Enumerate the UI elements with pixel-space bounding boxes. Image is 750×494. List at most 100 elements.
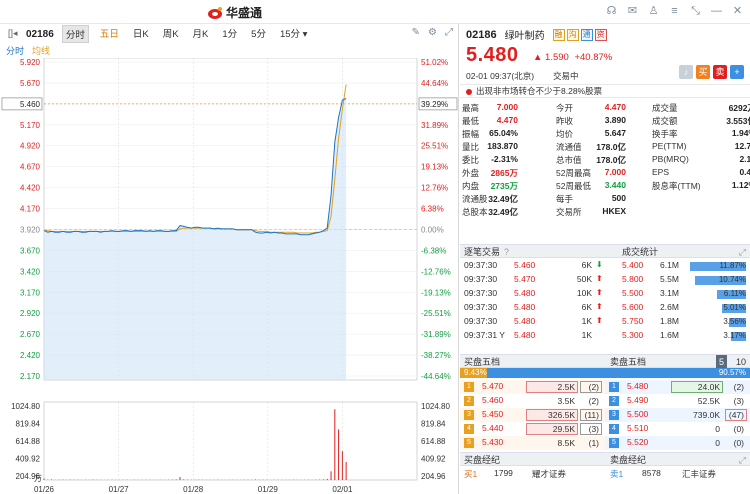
ask-count: (2) [733,382,744,392]
bid-count: (1) [588,438,599,448]
tick-volume: 1K [581,330,592,340]
notice-bar[interactable]: 出现非市场转仓不少于8.28%股票 [460,84,750,98]
tab-period-1[interactable]: 五日 [99,29,119,40]
ask-row[interactable]: 5 5.520 0 (0) [605,436,750,450]
tab-period-4[interactable]: 月K [192,29,209,40]
stat-value: 12.70 [734,141,750,151]
add-watchlist-button[interactable]: + [730,65,744,79]
bid-row[interactable]: 2 5.460 3.5K (2) [460,394,605,408]
stat-pct-bar [690,262,746,271]
broker-ask-name[interactable]: 汇丰证券 [682,469,717,479]
ask-level: 5 [609,438,619,448]
tab-period-3[interactable]: 周K [162,29,179,40]
intraday-chart[interactable]: 5.920 51.02% 5.670 44.64% 5.460 39.29% 5.170 31… [0,58,459,494]
ask-price: 5.480 [627,381,649,391]
minimize-icon[interactable]: — [711,5,722,17]
level-10-toggle[interactable]: 10 [736,357,747,367]
ask-row[interactable]: 4 5.510 0 (0) [605,422,750,436]
ask-price: 5.500 [627,409,649,419]
tab-period-5[interactable]: 1分 [222,29,238,40]
stat-price: 5.800 [622,274,644,284]
price-tick-label: 4.920 [20,142,41,151]
expand-icon[interactable]: ⤢ [445,27,453,38]
bid-row[interactable]: 4 5.440 29.5K (3) [460,422,605,436]
bid-row[interactable]: 5 5.430 8.5K (1) [460,436,605,450]
tab-period-7[interactable]: 15分 ▾ [279,29,308,40]
expand-icon[interactable]: ⤢ [738,455,746,465]
stock-tag-1[interactable]: 沟 [566,28,579,41]
sell-button[interactable]: 卖 [713,65,727,79]
stock-tag-2[interactable]: 通 [580,28,593,41]
stat-label: 量比 [462,142,480,152]
stat-label: 总市值 [556,155,582,165]
stat-price: 5.300 [622,330,644,340]
bid-row[interactable]: 1 5.470 2.5K (2) [460,380,605,394]
shirt-icon[interactable]: ♙ [648,5,659,17]
bid-price: 5.450 [482,409,504,419]
stat-pct-bar [695,276,746,285]
volume-area-frame [43,401,418,481]
bid-price: 5.460 [482,395,504,405]
stock-tag-3[interactable]: 资 [594,28,607,41]
tab-period-0[interactable]: 分时 [61,25,89,43]
level-5-toggle[interactable]: 5 [716,355,728,369]
bid-ratio-bar [460,368,488,378]
pencil-icon[interactable]: ✎ [411,27,421,38]
settings-icon[interactable]: ⚙ [428,27,437,38]
bid-level: 3 [464,410,474,420]
broker-ask-title: 卖盘经纪 [610,455,647,465]
stock-tag-0[interactable]: 融 [552,28,565,41]
ask-row[interactable]: 3 5.500 739.0K (47) [605,408,750,422]
stat-label: 成交量 [652,103,678,113]
date-tick-label: 01/27 [109,485,130,494]
change-pct: +40.87% [574,52,613,63]
shrink-icon[interactable]: ⤡ [691,5,700,17]
stat-pct: 11.87% [719,261,746,270]
tick-price: 5.480 [514,288,536,298]
ask-row[interactable]: 2 5.490 52.5K (3) [605,394,750,408]
close-icon[interactable]: ✕ [732,5,743,17]
tab-period-6[interactable]: 5分 [251,29,266,40]
price-tick-label: 3.170 [20,288,41,297]
menu-icon[interactable]: ≡ [671,5,678,17]
ask-row[interactable]: 1 5.480 24.0K (2) [605,380,750,394]
ask-price: 5.510 [627,423,649,433]
stat-label: 昨收 [556,116,574,126]
ask-count: (0) [733,438,744,448]
stat-value: 1.12% [731,180,750,190]
bell-icon[interactable]: ♪ [679,65,693,79]
header-buttons: ♪ 买 卖 + [679,65,744,79]
tab-period-2[interactable]: 日K [132,29,149,40]
broker-bid-name[interactable]: 耀才证券 [532,469,567,479]
volume-bar [254,479,256,480]
collapse-icon[interactable]: []◂ [8,28,18,38]
bid-count: (2) [588,396,599,406]
change-value: 1.590 [545,52,569,63]
buy-button[interactable]: 买 [696,65,710,79]
price-tick-label: 3.420 [20,267,41,276]
tick-price: 5.480 [514,330,536,340]
bid-row[interactable]: 3 5.450 326.5K (11) [460,408,605,422]
tick-volume: 6K [581,260,592,270]
broker-bid-id: 1799 [494,468,513,478]
stat-pct-bar [717,290,746,299]
brand-logo-icon [208,6,222,19]
help-icon[interactable]: ? [504,247,510,257]
tick-row: 09:37:30 5.480 10K ⬆ 5.500 3.1M 6.11% [460,288,750,302]
volume-bar [330,471,332,480]
ask-price: 5.490 [627,395,649,405]
tick-title: 逐笔交易 [464,247,501,257]
volume-bar [341,451,343,480]
trade-status: 交易中 [553,71,579,81]
brand-name: 华盛通 [226,6,263,20]
app-logo: 华盛通 [207,4,262,21]
ask-level: 1 [609,382,619,392]
expand-icon[interactable]: ⤢ [738,247,746,257]
broker-ask-id: 8578 [642,468,661,478]
stat-pct: 5.01% [723,303,746,312]
price-cursor-box [1,97,43,111]
price-tick-label: 4.170 [20,205,41,214]
price-tick-label: 3.670 [20,246,41,255]
headset-icon[interactable]: ☊ [606,5,617,17]
mail-icon[interactable]: ✉ [627,5,638,17]
